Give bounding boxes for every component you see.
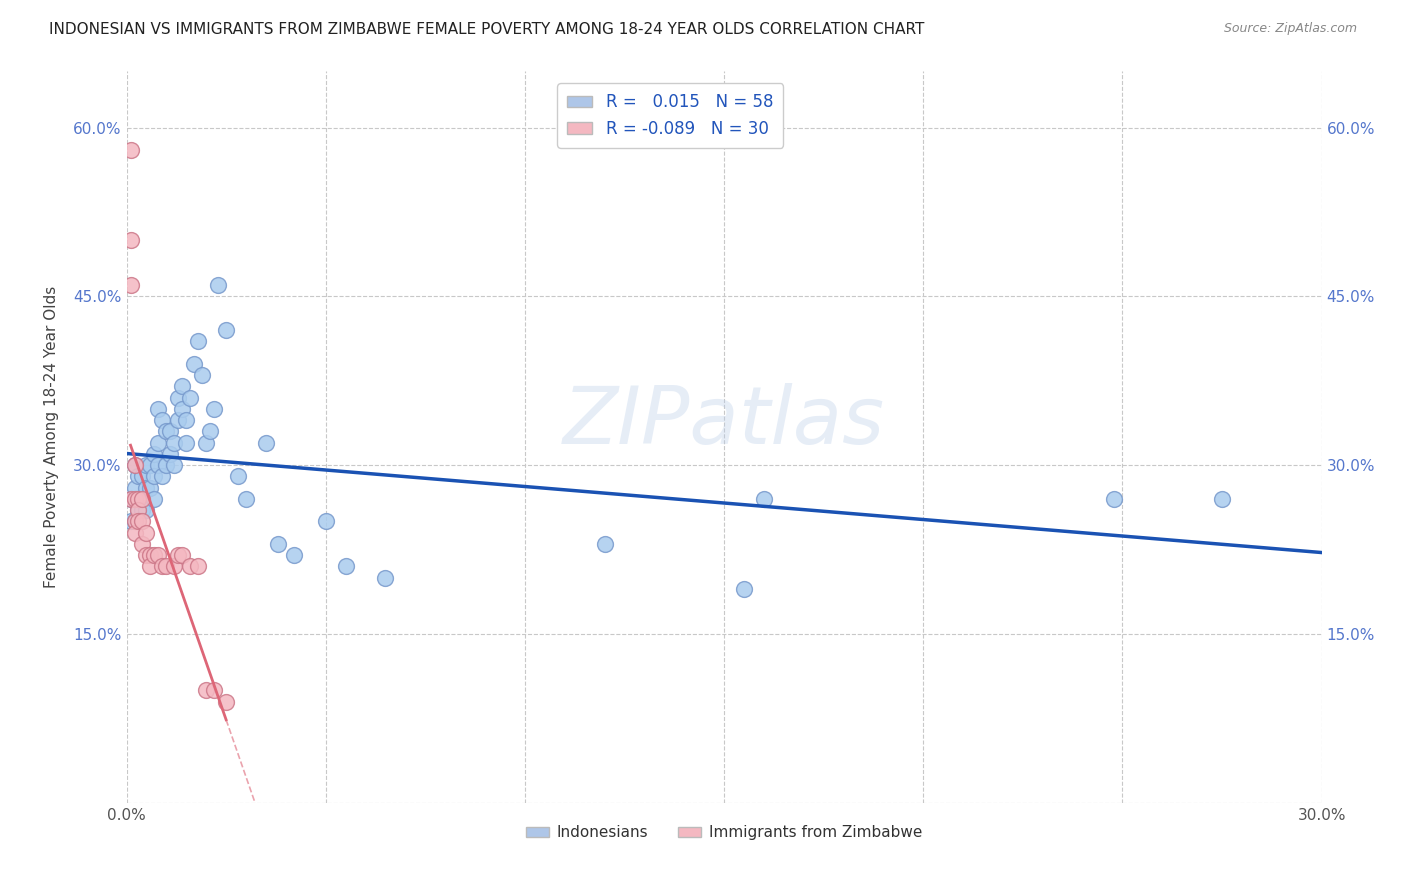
Point [148,548,170,562]
Point [172,548,194,562]
Point [150,469,174,483]
Point [124,515,146,529]
Point [150,559,174,574]
Point [127,469,149,483]
Point [226,469,249,483]
Point [159,447,181,461]
Point [131,469,153,483]
Point [127,503,149,517]
Point [179,391,201,405]
Point [200,425,222,439]
Point [135,548,157,562]
Point [148,401,170,416]
Point [155,458,177,473]
Point [267,537,290,551]
Point [235,491,257,506]
Point [143,447,166,461]
Point [139,458,162,473]
Point [131,503,153,517]
Point [195,683,218,698]
Point [143,548,166,562]
Point [172,379,194,393]
Point [335,559,357,574]
Point [1211,491,1233,506]
Point [374,571,396,585]
Point [120,278,142,293]
Point [127,491,149,506]
Point [148,458,170,473]
Point [167,391,190,405]
Point [124,491,146,506]
Point [135,458,157,473]
Legend: Indonesians, Immigrants from Zimbabwe: Indonesians, Immigrants from Zimbabwe [520,819,928,847]
Point [254,435,277,450]
Point [315,515,337,529]
Point [155,559,177,574]
Point [163,559,186,574]
Point [207,278,229,293]
Point [174,413,197,427]
Point [191,368,214,383]
Y-axis label: Female Poverty Among 18-24 Year Olds: Female Poverty Among 18-24 Year Olds [45,286,59,588]
Point [733,582,755,596]
Point [183,357,205,371]
Point [120,491,142,506]
Point [139,559,162,574]
Point [139,548,162,562]
Point [167,413,190,427]
Point [120,233,142,247]
Point [143,491,166,506]
Point [131,491,153,506]
Point [127,491,149,506]
Point [150,413,174,427]
Point [752,491,775,506]
Point [283,548,305,562]
Point [187,559,209,574]
Point [148,435,170,450]
Text: Source: ZipAtlas.com: Source: ZipAtlas.com [1223,22,1357,36]
Text: INDONESIAN VS IMMIGRANTS FROM ZIMBABWE FEMALE POVERTY AMONG 18-24 YEAR OLDS CORR: INDONESIAN VS IMMIGRANTS FROM ZIMBABWE F… [49,22,925,37]
Point [163,435,186,450]
Point [167,548,190,562]
Point [124,458,146,473]
Point [139,481,162,495]
Point [120,515,142,529]
Point [135,525,157,540]
Point [215,694,238,708]
Point [155,425,177,439]
Point [120,491,142,506]
Point [195,435,218,450]
Point [202,401,225,416]
Point [135,503,157,517]
Point [124,458,146,473]
Point [131,491,153,506]
Point [174,435,197,450]
Point [131,537,153,551]
Point [124,481,146,495]
Point [1104,491,1126,506]
Point [202,683,225,698]
Point [127,515,149,529]
Point [124,525,146,540]
Text: ZIPatlas: ZIPatlas [562,384,886,461]
Point [124,515,146,529]
Point [159,425,181,439]
Point [127,503,149,517]
Point [187,334,209,349]
Point [120,143,142,157]
Point [143,469,166,483]
Point [131,515,153,529]
Point [593,537,616,551]
Point [215,323,238,337]
Point [135,481,157,495]
Point [163,458,186,473]
Point [179,559,201,574]
Point [172,401,194,416]
